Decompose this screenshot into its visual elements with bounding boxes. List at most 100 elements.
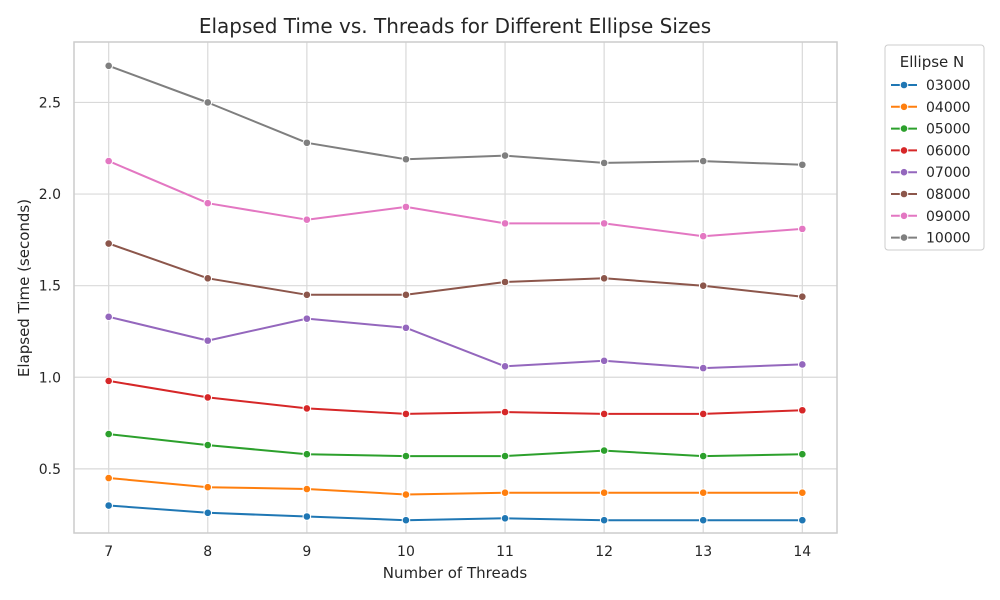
legend-box bbox=[884, 44, 985, 251]
series-line bbox=[108, 64, 803, 166]
data-point bbox=[698, 451, 708, 461]
data-point bbox=[302, 215, 312, 225]
x-tick-label: 10 bbox=[397, 544, 415, 560]
data-point bbox=[104, 501, 113, 510]
series-05000 bbox=[104, 429, 807, 461]
data-point bbox=[500, 514, 510, 523]
series-08000 bbox=[104, 239, 807, 301]
legend-entry: 10000 bbox=[891, 231, 971, 247]
series-line bbox=[108, 504, 803, 522]
data-point bbox=[104, 239, 113, 248]
grid bbox=[74, 42, 837, 533]
y-axis-label: Elapsed Time (seconds) bbox=[15, 199, 33, 377]
data-point bbox=[104, 156, 113, 166]
data-point bbox=[798, 449, 807, 459]
series-09000 bbox=[104, 156, 807, 241]
x-tick-label: 12 bbox=[595, 544, 613, 560]
data-point bbox=[203, 508, 213, 518]
data-point bbox=[401, 323, 411, 333]
series-07000 bbox=[104, 312, 807, 373]
data-point bbox=[599, 446, 609, 455]
data-point bbox=[798, 405, 807, 415]
data-point bbox=[401, 515, 411, 525]
legend-items: 03000 04000 05000 06000 07000 08000 09000 10000 bbox=[891, 78, 971, 247]
plot-frame bbox=[73, 41, 838, 534]
data-point bbox=[401, 290, 411, 300]
legend-swatch-marker bbox=[899, 146, 909, 155]
legend-label: 10000 bbox=[926, 231, 971, 247]
data-point bbox=[104, 61, 113, 71]
series-10000 bbox=[104, 61, 807, 170]
data-point bbox=[698, 156, 708, 166]
data-point bbox=[500, 407, 510, 417]
chart-title: Elapsed Time vs. Threads for Different E… bbox=[199, 14, 711, 38]
series-03000 bbox=[104, 501, 807, 525]
legend-label: 08000 bbox=[926, 187, 971, 203]
data-point bbox=[599, 515, 609, 525]
y-tick-label: 2.0 bbox=[39, 187, 61, 203]
legend-swatch-marker bbox=[899, 211, 909, 221]
data-point bbox=[401, 451, 411, 461]
legend-label: 03000 bbox=[926, 78, 971, 94]
series-line bbox=[108, 242, 803, 298]
legend-swatch-marker bbox=[899, 189, 909, 199]
x-tick-label: 11 bbox=[496, 544, 514, 560]
data-point bbox=[401, 202, 411, 212]
data-point bbox=[599, 488, 609, 497]
x-tick-label: 7 bbox=[104, 544, 113, 560]
data-point bbox=[698, 409, 708, 419]
data-point bbox=[302, 314, 312, 323]
legend-entry: 08000 bbox=[891, 187, 971, 203]
legend-swatch-marker bbox=[899, 80, 909, 90]
data-point bbox=[401, 154, 411, 164]
series-line bbox=[108, 433, 803, 458]
series-line bbox=[108, 379, 803, 415]
series-line bbox=[108, 160, 803, 238]
data-point bbox=[401, 490, 411, 499]
legend-entry: 07000 bbox=[891, 165, 971, 181]
legend-label: 06000 bbox=[926, 143, 971, 159]
series-line bbox=[108, 315, 803, 370]
data-point bbox=[500, 361, 510, 371]
series-layer bbox=[104, 61, 807, 525]
data-point bbox=[599, 219, 609, 228]
data-point bbox=[599, 409, 609, 419]
data-point bbox=[500, 488, 510, 497]
data-point bbox=[798, 360, 807, 369]
data-point bbox=[500, 151, 510, 160]
y-tick-label: 1.0 bbox=[39, 370, 61, 386]
data-point bbox=[798, 224, 807, 234]
data-point bbox=[698, 488, 708, 497]
series-04000 bbox=[104, 473, 807, 499]
y-tick-label: 2.5 bbox=[39, 95, 61, 111]
legend-label: 05000 bbox=[926, 122, 971, 138]
data-point bbox=[698, 515, 708, 525]
data-point bbox=[203, 274, 213, 283]
legend-swatch-marker bbox=[899, 167, 909, 177]
data-point bbox=[302, 290, 312, 300]
legend-title: Ellipse N bbox=[900, 53, 965, 71]
data-point bbox=[104, 376, 113, 386]
data-point bbox=[104, 473, 113, 483]
data-point bbox=[798, 488, 807, 497]
legend-label: 04000 bbox=[926, 100, 971, 116]
legend-swatch-marker bbox=[899, 233, 909, 242]
data-point bbox=[798, 515, 807, 525]
data-point bbox=[500, 219, 510, 228]
legend-entry: 06000 bbox=[891, 143, 971, 159]
data-point bbox=[302, 449, 312, 459]
legend-swatch-marker bbox=[899, 124, 909, 133]
legend-label: 07000 bbox=[926, 165, 971, 181]
legend-entry: 04000 bbox=[891, 100, 971, 116]
data-point bbox=[203, 393, 213, 402]
x-tick-label: 14 bbox=[793, 544, 811, 560]
data-point bbox=[104, 312, 113, 322]
data-point bbox=[599, 274, 609, 283]
y-tick-label: 0.5 bbox=[39, 462, 61, 478]
x-tick-label: 13 bbox=[694, 544, 712, 560]
data-point bbox=[401, 409, 411, 419]
data-point bbox=[500, 277, 510, 287]
data-point bbox=[203, 98, 213, 107]
x-tick-label: 9 bbox=[302, 544, 311, 560]
